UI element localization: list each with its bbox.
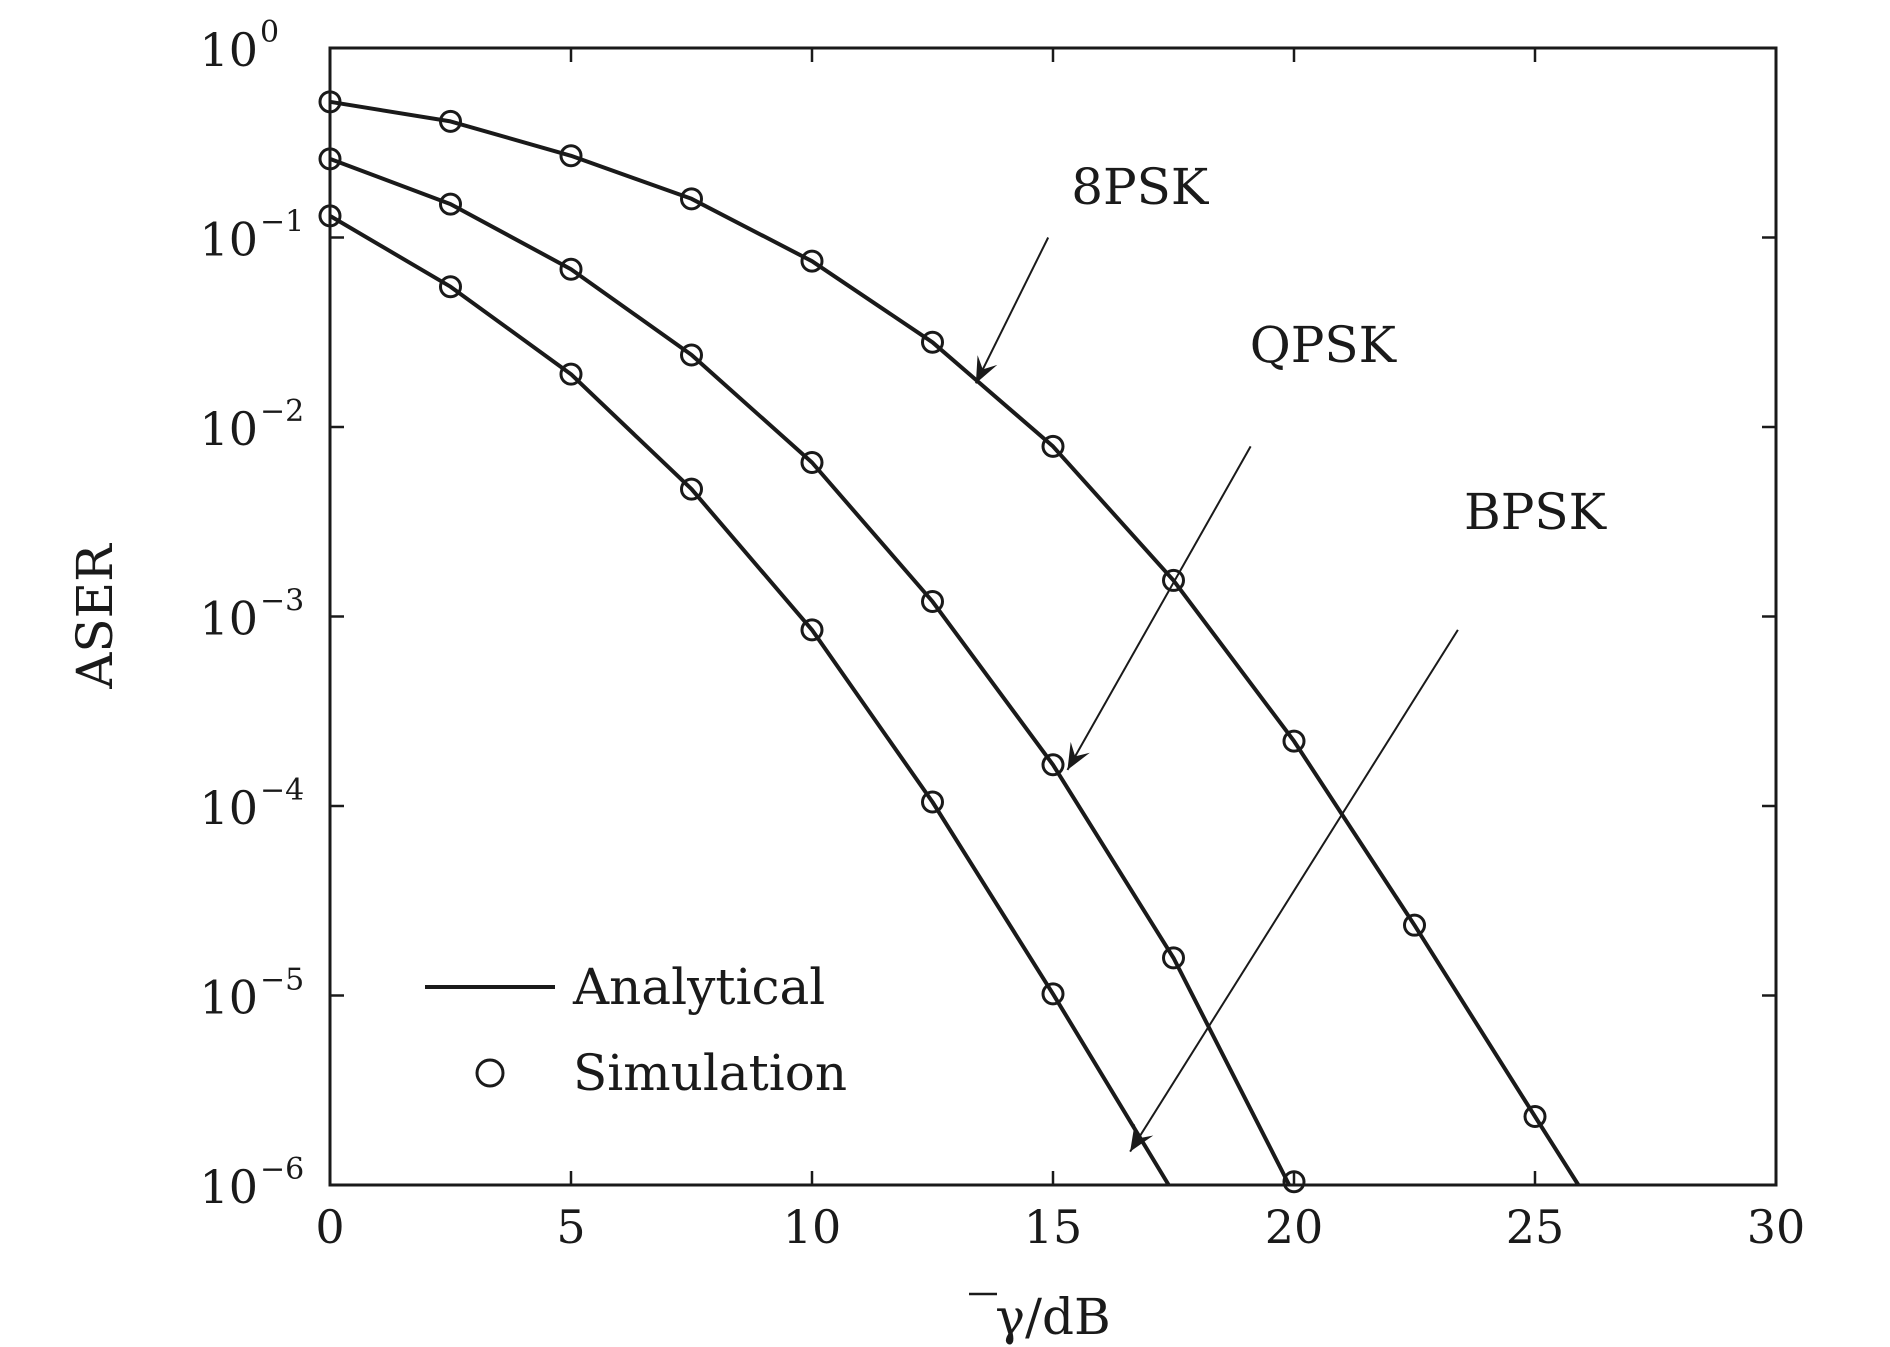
legend: Analytical Simulation [425,958,847,1102]
sim-point-8psk [921,330,944,354]
annotation-label-8psk: 8PSK [1071,158,1210,216]
sim-point-8psk [1041,434,1065,458]
plot-frame [328,46,1778,1187]
y-tick-label-exponent: −6 [260,1152,304,1187]
y-tick-label: 10 [199,213,258,267]
y-tick-label-exponent: −5 [260,963,304,998]
annotation-arrow-8psk [974,237,1050,384]
y-tick-label-exponent: −1 [260,205,304,240]
sim-point-bpsk [1041,982,1065,1006]
legend-label-analytical: Analytical [572,958,825,1016]
series-line-8psk [329,99,1581,1187]
y-tick-label-exponent: −4 [260,773,304,808]
x-tick-label: 0 [315,1200,344,1254]
y-tick-label: 10 [199,592,258,646]
plot-series [318,90,1581,1194]
y-tick-label-exponent: −2 [260,394,304,429]
y-tick-label: 10 [199,971,258,1025]
sim-point-qpsk [1162,946,1185,970]
annotation-arrowhead-8psk [975,355,998,384]
x-tick-label: 5 [556,1200,585,1254]
legend-label-simulation: Simulation [573,1044,847,1102]
annotation-arrowhead-qpsk [1067,741,1090,770]
annotation-layer: 8PSK QPSK BPSK [974,158,1608,1153]
series-line-qpsk [329,157,1291,1186]
y-tick-label-exponent: 0 [260,15,279,50]
series-line-bpsk [328,214,1171,1187]
x-tick-label: 15 [1024,1200,1083,1254]
sim-point-8psk [1403,913,1426,937]
sim-point-8psk [800,249,824,273]
y-tick-label: 10 [199,402,258,456]
x-tick-label: 10 [783,1200,842,1254]
sim-point-qpsk [800,450,824,474]
sim-point-qpsk [559,257,583,281]
sim-point-8psk [1282,729,1306,753]
sim-point-8psk [1523,1104,1547,1128]
legend-circle-swatch [475,1058,505,1088]
sim-point-8psk [1162,568,1185,592]
annotation-arrowhead-bpsk [1130,1123,1154,1152]
sim-point-8psk [559,144,583,168]
sim-point-qpsk [921,589,944,613]
x-tick-label: 25 [1506,1200,1565,1254]
y-tick-label: 10 [199,23,258,77]
annotation-label-bpsk: BPSK [1464,483,1608,541]
x-tick-label: 20 [1265,1200,1324,1254]
y-tick-label-exponent: −3 [260,584,304,619]
sim-point-qpsk [1041,753,1065,777]
sim-point-bpsk [559,362,583,386]
x-axis-ticks: 0 5 10 15 20 25 30 [315,48,1805,1254]
annotation-label-qpsk: QPSK [1250,316,1398,374]
x-axis-label: γ/dB [969,1288,1111,1346]
x-axis-label-text: γ/dB [995,1288,1110,1346]
sim-point-bpsk [439,275,462,299]
x-tick-label: 30 [1747,1200,1806,1254]
sim-point-8psk [439,109,462,133]
y-axis-label: ASER [66,543,124,690]
sim-point-bpsk [921,790,944,814]
y-tick-label: 10 [199,1160,258,1214]
annotation-arrow-bpsk [1129,629,1459,1153]
sim-point-bpsk [800,618,824,642]
sim-point-qpsk [680,343,703,367]
y-tick-label: 10 [199,781,258,835]
sim-point-8psk [680,187,703,211]
sim-point-qpsk [439,192,462,216]
sim-point-bpsk [680,477,703,501]
annotation-arrow-qpsk [1066,445,1252,771]
